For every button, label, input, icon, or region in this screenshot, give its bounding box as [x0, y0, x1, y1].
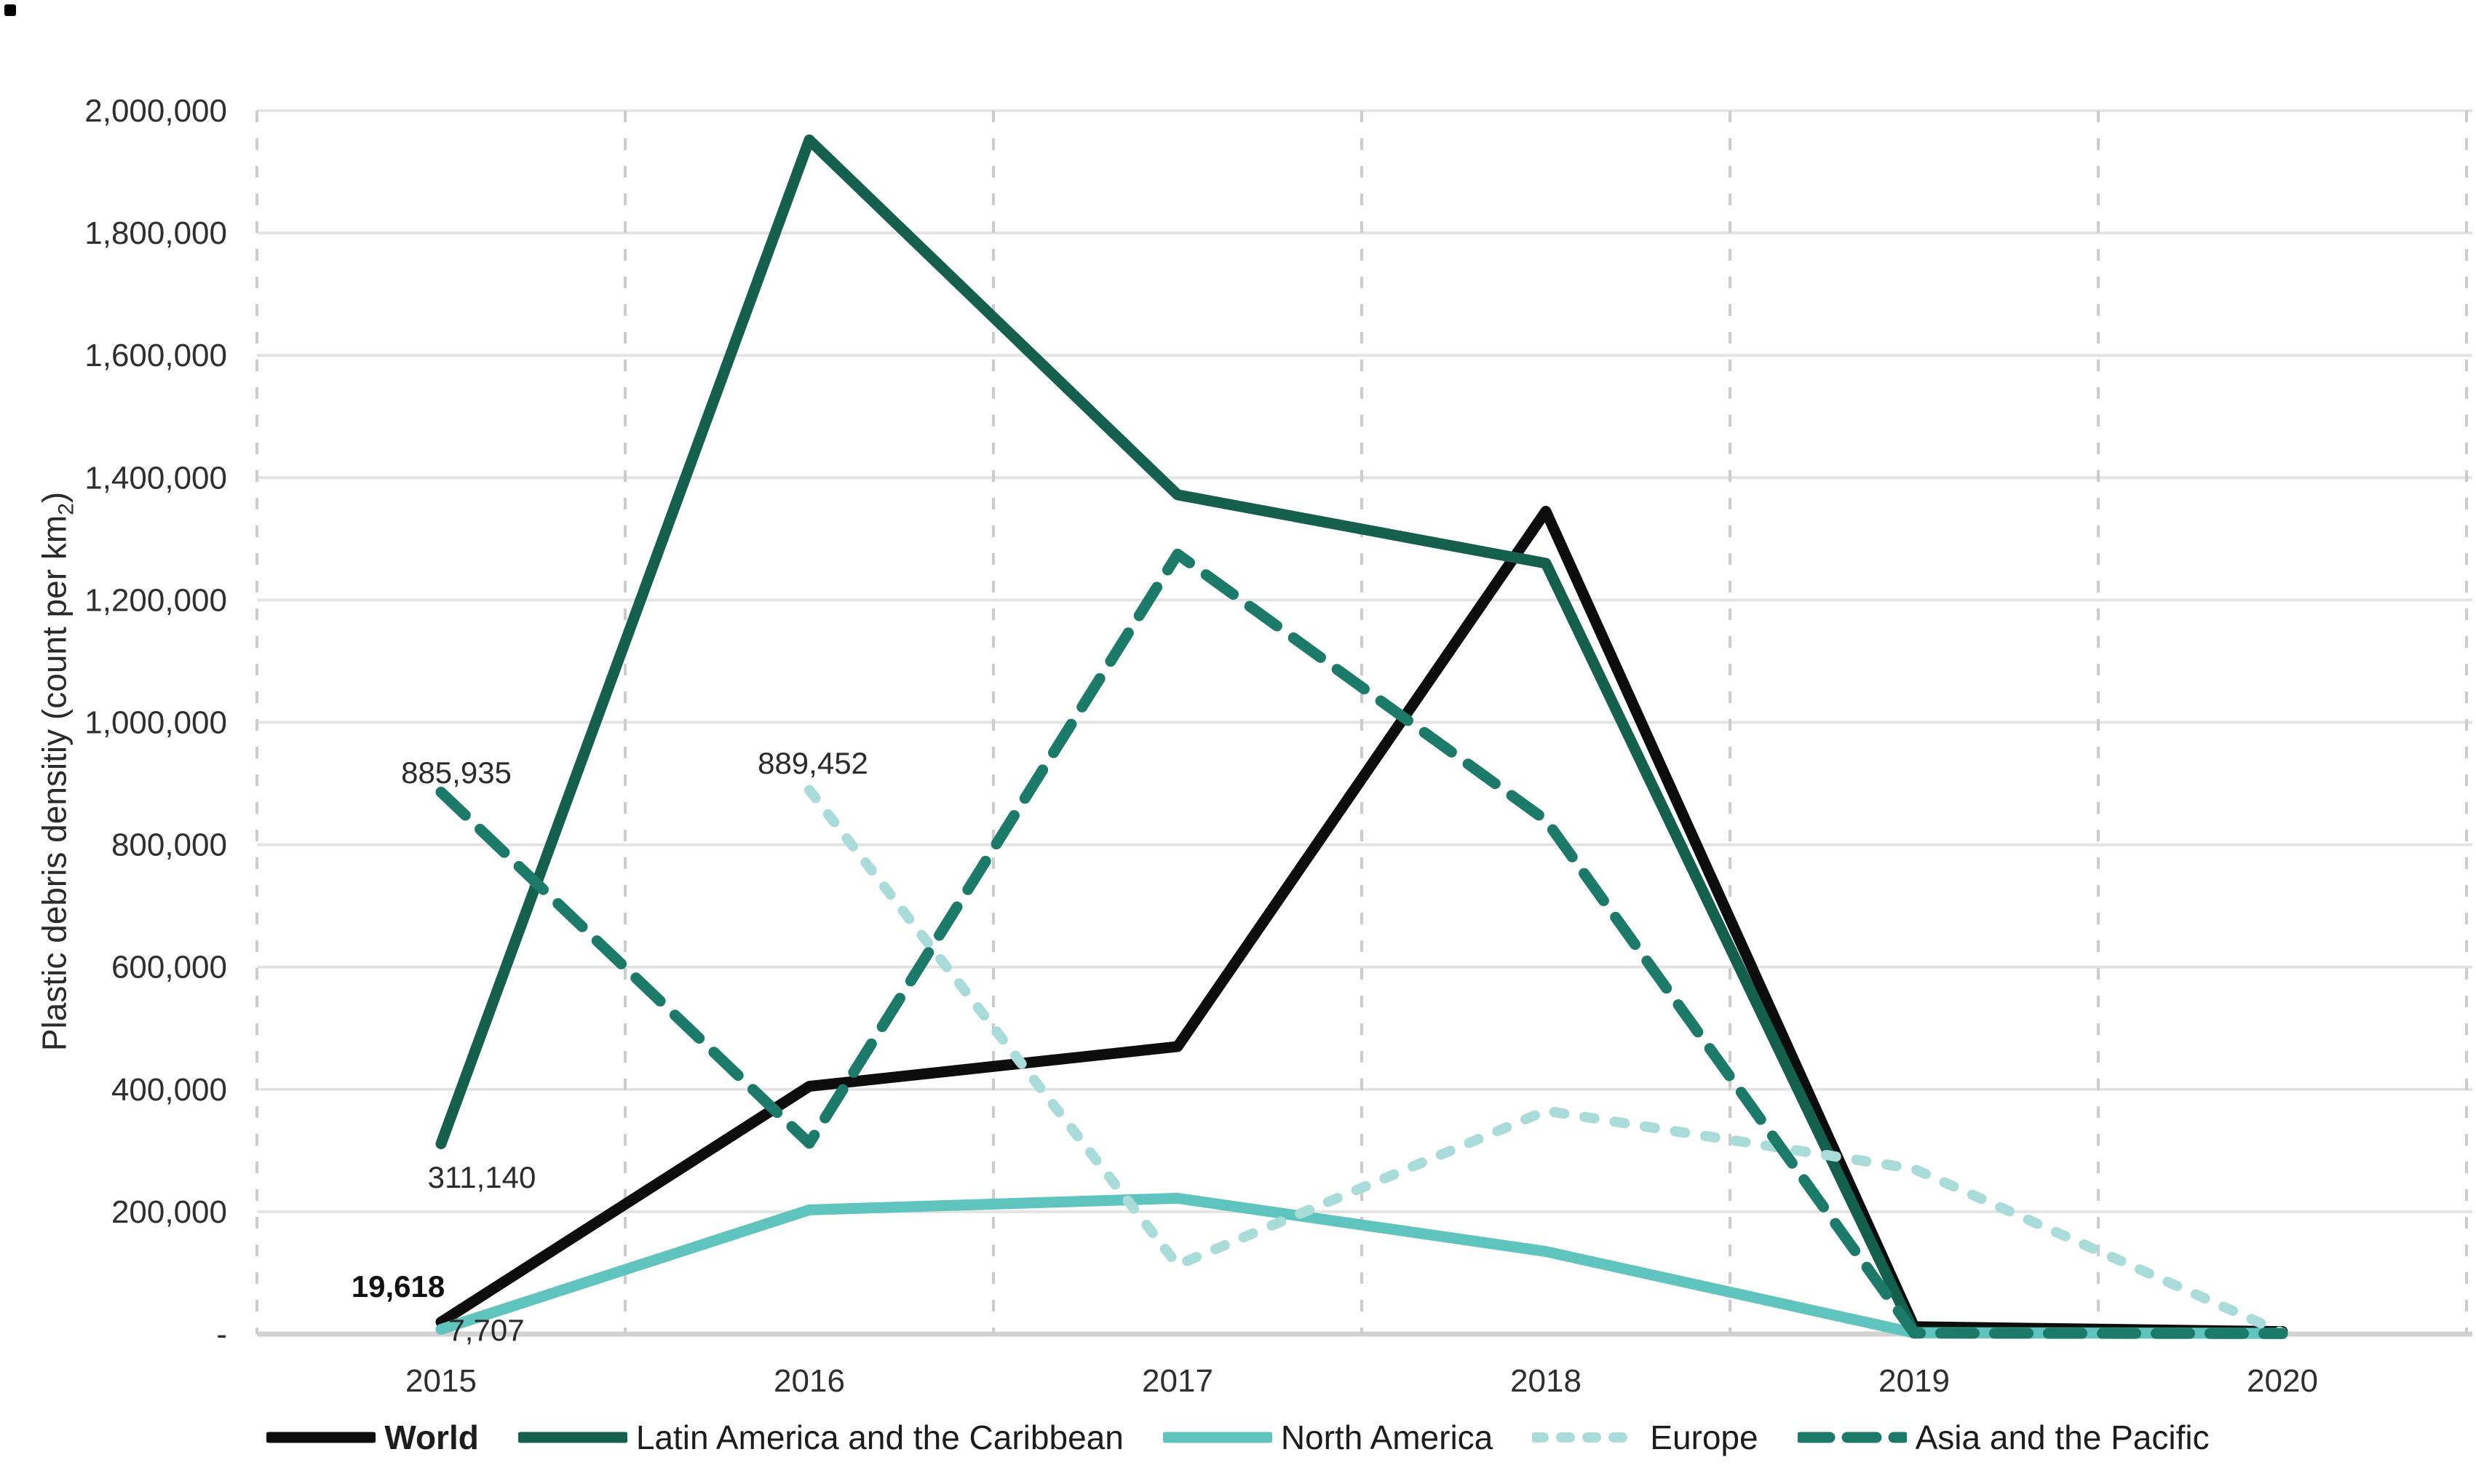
legend-label: Europe [1650, 1418, 1758, 1456]
y-tick-label: 1,800,000 [84, 215, 227, 251]
legend-swatch [517, 1432, 627, 1443]
legend-swatch [1532, 1432, 1642, 1443]
legend-label: Asia and the Pacific [1915, 1418, 2210, 1456]
legend-item-asia-and-the-pacific: Asia and the Pacific [1797, 1418, 2210, 1457]
y-tick-label: 200,000 [111, 1194, 227, 1230]
y-tick-label: 800,000 [111, 828, 227, 863]
legend-swatch [1162, 1432, 1272, 1443]
y-tick-label: - [216, 1317, 227, 1352]
legend-item-latin-america-and-the-caribbean: Latin America and the Caribbean [517, 1418, 1124, 1457]
data-label: 889,452 [758, 746, 868, 780]
legend-item-world: World [266, 1418, 479, 1457]
legend-swatch [1797, 1432, 1907, 1443]
y-tick-label: 400,000 [111, 1072, 227, 1108]
y-tick-label: 600,000 [111, 950, 227, 985]
x-tick-label: 2017 [1142, 1363, 1213, 1399]
y-axis-title: Plastic debris densitiy (count per km2) [34, 492, 79, 1051]
x-tick-label: 2018 [1510, 1363, 1582, 1399]
y-axis-title-close: ) [35, 491, 74, 504]
legend: World Latin America and the Caribbean Nort… [0, 1418, 2476, 1457]
series-line-europe [804, 785, 2287, 1338]
y-tick-label: 1,400,000 [84, 460, 227, 496]
data-label: 19,618 [351, 1269, 445, 1304]
x-tick-label: 2020 [2247, 1363, 2318, 1399]
x-tick-label: 2015 [405, 1363, 477, 1399]
y-tick-label: 2,000,000 [84, 93, 227, 129]
data-label: 311,140 [427, 1160, 536, 1194]
data-label: 885,935 [401, 755, 512, 790]
legend-label: Latin America and the Caribbean [635, 1418, 1124, 1456]
legend-swatch [266, 1432, 376, 1443]
x-tick-label: 2019 [1878, 1363, 1950, 1399]
y-tick-label: 1,000,000 [84, 705, 227, 741]
legend-label: North America [1280, 1418, 1493, 1456]
legend-item-north-america: North America [1162, 1418, 1493, 1457]
y-axis-title-subscript: 2 [54, 503, 79, 515]
legend-item-europe: Europe [1532, 1418, 1758, 1457]
corner-dot [4, 4, 16, 16]
y-tick-label: 1,600,000 [84, 338, 227, 373]
series-line-asia-and-the-pacific [435, 548, 2288, 1339]
legend-label: World [384, 1418, 479, 1456]
data-label: 7,707 [448, 1313, 525, 1347]
y-tick-label: 1,200,000 [84, 582, 227, 618]
x-tick-label: 2016 [774, 1363, 845, 1399]
series-line-latin-america-and-the-caribbean [435, 134, 2288, 1339]
y-axis-title-text: Plastic debris densitiy (count per km [35, 515, 74, 1052]
